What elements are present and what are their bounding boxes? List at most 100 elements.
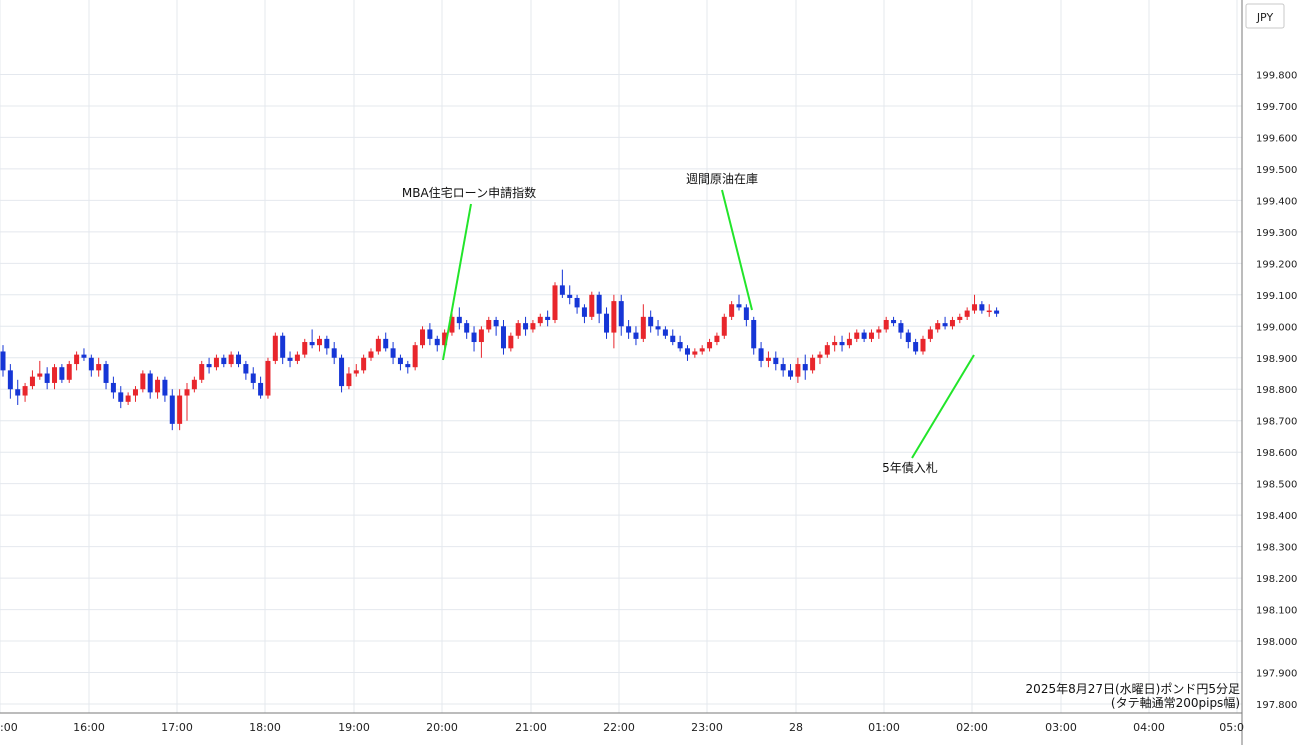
candle <box>743 304 749 327</box>
y-tick-label: 199.300 <box>1256 228 1297 239</box>
x-tick-label: 18:00 <box>249 721 281 734</box>
candle <box>537 313 543 327</box>
x-tick-label: 21:00 <box>515 721 547 734</box>
candle <box>699 345 705 355</box>
y-tick-label: 198.100 <box>1256 606 1297 617</box>
candle <box>751 316 757 355</box>
candle <box>309 329 315 349</box>
candle <box>147 370 153 399</box>
candle <box>294 351 300 365</box>
candle <box>206 357 212 374</box>
candle <box>530 319 536 333</box>
candle <box>427 323 433 346</box>
candle <box>368 348 374 361</box>
candle <box>670 329 676 346</box>
candle <box>59 364 65 383</box>
candle <box>913 338 919 355</box>
candle <box>324 335 330 355</box>
annotation-leader-line <box>721 189 753 311</box>
x-tick-label: 03:00 <box>1045 721 1077 734</box>
y-tick-label: 199.000 <box>1256 322 1297 333</box>
candle <box>795 357 801 383</box>
candle <box>37 360 43 380</box>
candle <box>707 338 713 352</box>
y-axis: 199.800 199.700 199.600 199.500 199.400 199.3… <box>1256 70 1297 711</box>
candle <box>662 326 668 339</box>
candle <box>898 319 904 339</box>
y-tick-label: 199.800 <box>1256 70 1297 81</box>
x-tick-label: 17:00 <box>161 721 193 734</box>
candle <box>677 335 683 352</box>
candle <box>74 351 80 371</box>
candle <box>559 269 565 298</box>
candle <box>250 367 256 390</box>
candle <box>213 354 219 371</box>
candle <box>618 294 624 336</box>
candle <box>339 354 345 393</box>
candle <box>729 301 735 320</box>
candle <box>891 316 897 327</box>
candle <box>552 282 558 324</box>
candle <box>604 307 610 339</box>
candle <box>280 332 286 365</box>
candle <box>567 285 573 305</box>
candle <box>132 386 138 402</box>
candle <box>177 389 183 431</box>
x-tick-label: 04:00 <box>1133 721 1165 734</box>
candle <box>486 316 492 333</box>
candle <box>22 382 28 402</box>
candle <box>957 313 963 324</box>
annotation-label: 週間原油在庫 <box>686 172 758 186</box>
candle <box>839 335 845 352</box>
candle <box>817 351 823 365</box>
candle <box>456 307 462 330</box>
candle <box>191 376 197 393</box>
y-tick-label: 197.900 <box>1256 669 1297 680</box>
candle <box>596 291 602 324</box>
candles <box>0 269 1000 431</box>
candle <box>316 335 322 352</box>
candle <box>302 338 308 358</box>
candle <box>140 370 146 393</box>
currency-button[interactable] <box>1245 3 1285 29</box>
candle <box>243 360 249 380</box>
candle <box>397 354 403 371</box>
candle <box>972 294 978 314</box>
candle <box>258 376 264 399</box>
y-tick-label: 198.600 <box>1256 448 1297 459</box>
candle <box>876 326 882 339</box>
candle <box>927 326 933 343</box>
candle <box>773 351 779 371</box>
x-tick-label: 23:00 <box>691 721 723 734</box>
candle <box>265 357 271 399</box>
candle <box>964 307 970 320</box>
candle <box>66 360 72 383</box>
candle <box>883 316 889 333</box>
candle <box>236 351 242 368</box>
candle <box>29 370 35 390</box>
candle <box>500 319 506 355</box>
x-tick-label: 05:0 <box>1219 721 1244 734</box>
y-tick-label: 199.700 <box>1256 102 1297 113</box>
annotation-label: MBA住宅ローン申請指数 <box>402 185 536 200</box>
candle <box>949 316 955 330</box>
candle <box>810 354 816 374</box>
candle <box>780 357 786 377</box>
candle <box>633 326 639 346</box>
candle <box>942 316 948 330</box>
candle <box>868 329 874 343</box>
candle <box>184 382 190 421</box>
x-tick-label: 01:00 <box>868 721 900 734</box>
candle <box>15 379 21 405</box>
candle <box>7 364 13 399</box>
candle <box>110 376 116 399</box>
candle <box>0 345 6 377</box>
candle <box>221 354 227 368</box>
candle <box>96 357 102 377</box>
candle <box>846 332 852 349</box>
y-tick-label: 199.600 <box>1256 133 1297 144</box>
candle <box>199 360 205 383</box>
candle <box>714 332 720 346</box>
